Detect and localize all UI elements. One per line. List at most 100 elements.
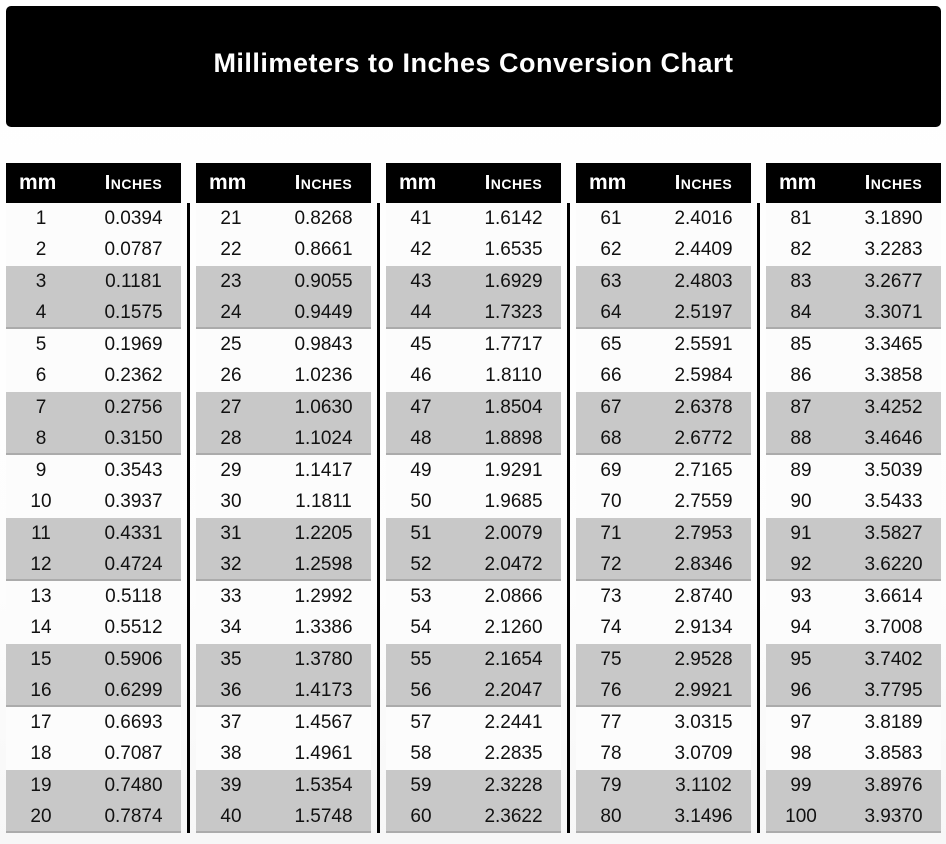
column-group: mm Inches 21 0.8268 22 0.8661 23 0.9055 24 0.9449… [196, 163, 371, 833]
inches-value: 3.3465 [864, 333, 923, 355]
table-row: 42 1.6535 [386, 234, 561, 266]
inches-value: 1.7717 [484, 333, 543, 355]
inches-value: 3.8189 [864, 711, 923, 733]
inches-value: 3.7795 [864, 680, 923, 702]
table-row: 29 1.1417 [196, 455, 371, 487]
table-row: 45 1.7717 [386, 329, 561, 361]
inches-value: 1.9685 [484, 491, 543, 513]
table-row: 59 2.3228 [386, 770, 561, 802]
inches-value: 3.3071 [864, 302, 923, 324]
inches-value: 0.1181 [105, 270, 162, 292]
inches-value: 3.0709 [674, 743, 733, 765]
mm-value: 56 [410, 680, 432, 702]
inches-value: 1.8110 [485, 365, 542, 387]
inches-value: 3.4646 [864, 428, 923, 450]
inches-value: 1.7323 [484, 302, 543, 324]
conversion-table: mm Inches 1 0.0394 2 0.0787 3 0.1181 4 0.1575 5 0.1… [6, 163, 941, 833]
mm-value: 94 [790, 617, 812, 639]
inches-value: 1.1811 [295, 491, 352, 513]
mm-value: 81 [790, 207, 812, 229]
mm-value: 25 [220, 333, 242, 355]
column-group-divider [561, 163, 576, 833]
table-header-row: mm Inches [196, 163, 371, 203]
mm-value: 45 [410, 333, 432, 355]
table-row: 65 2.5591 [576, 329, 751, 361]
inches-value: 1.1417 [294, 459, 353, 481]
mm-value: 37 [220, 711, 242, 733]
inches-value: 1.4567 [294, 711, 353, 733]
mm-value: 16 [30, 680, 52, 702]
inches-value: 3.9370 [864, 806, 923, 828]
table-row: 56 2.2047 [386, 675, 561, 707]
page-title: Millimeters to Inches Conversion Chart [213, 48, 734, 78]
table-row: 11 0.4331 [6, 518, 181, 550]
mm-value: 78 [600, 743, 622, 765]
table-row: 8 0.3150 [6, 423, 181, 455]
table-row: 73 2.8740 [576, 581, 751, 613]
table-row: 13 0.5118 [6, 581, 181, 613]
inches-value: 0.6693 [104, 711, 163, 733]
mm-value: 96 [790, 680, 812, 702]
inches-value: 3.8976 [864, 774, 923, 796]
table-row: 70 2.7559 [576, 486, 751, 518]
inches-value: 2.1654 [484, 648, 543, 670]
table-row: 50 1.9685 [386, 486, 561, 518]
table-row: 55 2.1654 [386, 644, 561, 676]
table-row: 72 2.8346 [576, 549, 751, 581]
table-row: 44 1.7323 [386, 297, 561, 329]
inches-column-header: Inches [484, 171, 543, 194]
table-row: 1 0.0394 [6, 203, 181, 235]
inches-value: 1.2992 [294, 585, 353, 607]
inches-value: 3.7008 [864, 617, 923, 639]
table-row: 71 2.7953 [576, 518, 751, 550]
table-row: 100 3.9370 [766, 801, 941, 833]
table-row: 48 1.8898 [386, 423, 561, 455]
mm-value: 76 [600, 680, 622, 702]
table-row: 91 3.5827 [766, 518, 941, 550]
table-row: 98 3.8583 [766, 738, 941, 770]
table-row: 54 2.1260 [386, 612, 561, 644]
inches-value: 3.6614 [864, 585, 923, 607]
inches-value: 2.3228 [484, 774, 543, 796]
inches-value: 2.2835 [484, 743, 543, 765]
inches-value: 2.6772 [674, 428, 733, 450]
mm-value: 43 [410, 270, 432, 292]
table-row: 76 2.9921 [576, 675, 751, 707]
table-row: 28 1.1024 [196, 423, 371, 455]
mm-value: 5 [35, 333, 47, 355]
table-row: 64 2.5197 [576, 297, 751, 329]
inches-value: 0.1575 [104, 302, 163, 324]
inches-value: 2.8346 [674, 554, 733, 576]
inches-value: 2.0079 [484, 522, 543, 544]
table-row: 58 2.2835 [386, 738, 561, 770]
inches-value: 2.9921 [674, 680, 733, 702]
inches-value: 3.2283 [864, 239, 923, 261]
mm-value: 7 [35, 396, 47, 418]
table-row: 69 2.7165 [576, 455, 751, 487]
table-row: 75 2.9528 [576, 644, 751, 676]
mm-value: 69 [600, 459, 622, 481]
inches-value: 3.5827 [864, 522, 923, 544]
inches-value: 1.2205 [294, 522, 353, 544]
inches-value: 2.6378 [674, 396, 733, 418]
mm-value: 80 [600, 806, 622, 828]
table-row: 6 0.2362 [6, 360, 181, 392]
mm-value: 58 [410, 743, 432, 765]
table-row: 38 1.4961 [196, 738, 371, 770]
mm-value: 97 [790, 711, 812, 733]
mm-value: 26 [220, 365, 242, 387]
table-row: 39 1.5354 [196, 770, 371, 802]
inches-value: 2.8740 [674, 585, 733, 607]
mm-value: 48 [410, 428, 432, 450]
inches-value: 1.8898 [484, 428, 543, 450]
inches-value: 0.8661 [294, 239, 353, 261]
table-row: 88 3.4646 [766, 423, 941, 455]
inches-value: 0.1969 [104, 333, 163, 355]
table-row: 92 3.6220 [766, 549, 941, 581]
mm-value: 100 [785, 806, 817, 828]
table-row: 40 1.5748 [196, 801, 371, 833]
mm-value: 98 [790, 743, 812, 765]
mm-value: 86 [790, 365, 812, 387]
table-row: 27 1.0630 [196, 392, 371, 424]
table-row: 23 0.9055 [196, 266, 371, 298]
